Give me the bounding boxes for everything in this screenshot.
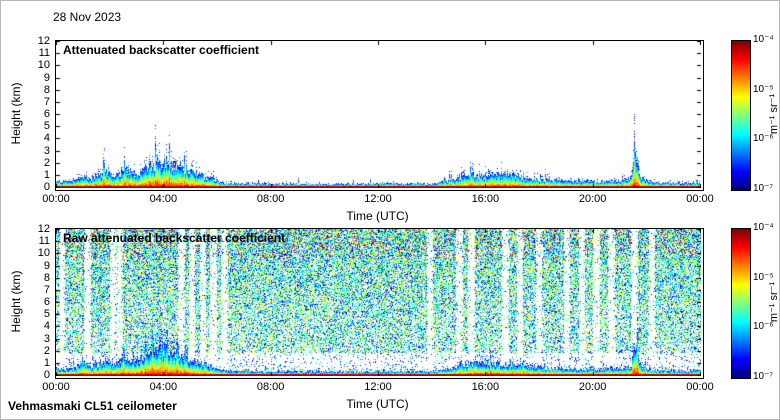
y-tick-label: 1 [43, 356, 50, 369]
colorbar-tick-label: 10⁻⁵ [753, 83, 774, 95]
colorbar: 10⁻⁴ 10⁻⁵ 10⁻⁶ 10⁻⁷ m⁻¹ sr⁻¹ [731, 34, 780, 194]
raw-backscatter-heatmap-canvas [56, 229, 701, 376]
y-tick-label: 5 [43, 308, 50, 321]
x-tick-label: 16:00 [471, 381, 500, 393]
x-tick-label: 00:00 [686, 193, 714, 205]
y-tick-label: 1 [43, 168, 50, 181]
y-tick-label: 2 [43, 156, 50, 169]
colorbar-tick-label: 10⁻⁴ [753, 222, 774, 233]
y-tick-label: 9 [43, 259, 50, 272]
colorbar-unit-label: m⁻¹ sr⁻¹ [768, 93, 780, 135]
backscatter-heatmap-canvas [56, 41, 701, 188]
colorbar-tick-label: 10⁻⁷ [753, 371, 774, 382]
y-tick-label: 10 [37, 247, 50, 260]
attenuated-backscatter-panel: Height (km) 0 1 2 3 4 5 6 7 8 9 10 11 12 Attenuated … [0, 34, 780, 230]
colorbar-tick-label: 10⁻⁷ [753, 183, 774, 194]
date-label: 28 Nov 2023 [53, 10, 122, 24]
x-axis-label: Time (UTC) [346, 209, 409, 223]
x-tick-label: 20:00 [578, 193, 607, 205]
colorbar-tick-label: 10⁻⁴ [753, 34, 774, 45]
y-tick-label: 10 [37, 59, 50, 72]
x-tick-label: 12:00 [364, 193, 392, 205]
y-tick-label: 0 [43, 181, 50, 193]
colorbar-gradient [731, 40, 751, 191]
y-tick-label: 3 [43, 332, 50, 345]
instrument-label: Vehmasmaki CL51 ceilometer [8, 399, 177, 413]
y-tick-label: 8 [43, 83, 50, 96]
y-tick-label: 3 [43, 144, 50, 157]
x-tick-label: 04:00 [149, 381, 178, 393]
x-tick-label: 20:00 [578, 381, 607, 393]
colorbar: 10⁻⁴ 10⁻⁵ 10⁻⁶ 10⁻⁷ m⁻¹ sr⁻¹ [731, 222, 780, 382]
y-tick-label: 6 [43, 296, 50, 308]
x-tick-label: 00:00 [42, 193, 70, 205]
y-tick-label: 9 [43, 71, 50, 84]
x-axis-label: Time (UTC) [346, 397, 409, 411]
y-tick-label: 6 [43, 108, 50, 120]
y-tick-label: 7 [43, 95, 50, 108]
y-tick-label: 11 [38, 47, 50, 60]
x-tick-label: 08:00 [256, 193, 285, 205]
y-tick-label: 11 [38, 235, 50, 248]
x-tick-label: 04:00 [149, 193, 178, 205]
y-tick-label: 12 [37, 35, 50, 47]
plot-area: Attenuated backscatter coefficient [55, 40, 704, 191]
y-tick-label: 4 [43, 320, 50, 333]
y-tick-label: 8 [43, 271, 50, 284]
x-tick-label: 00:00 [42, 381, 70, 393]
colorbar-tick-label: 10⁻⁶ [753, 321, 774, 333]
plot-title: Raw attenuated backscatter coefficient [63, 231, 286, 245]
colorbar-tick-label: 10⁻⁵ [753, 271, 774, 283]
y-tick-label: 4 [43, 132, 50, 145]
colorbar-gradient [731, 228, 751, 379]
x-tick-label: 00:00 [686, 381, 714, 393]
x-tick-label: 08:00 [256, 381, 285, 393]
y-tick-label: 12 [37, 223, 50, 235]
colorbar-tick-label: 10⁻⁶ [753, 133, 774, 145]
y-tick-label: 2 [43, 344, 50, 357]
colorbar-unit-label: m⁻¹ sr⁻¹ [768, 281, 780, 323]
x-tick-label: 12:00 [364, 381, 392, 393]
plot-title: Attenuated backscatter coefficient [63, 43, 260, 57]
y-tick-label: 5 [43, 120, 50, 133]
plot-area: Raw attenuated backscatter coefficient [55, 228, 704, 379]
y-tick-label: 0 [43, 369, 50, 381]
y-tick-label: 7 [43, 283, 50, 296]
x-tick-label: 16:00 [471, 193, 500, 205]
raw-attenuated-backscatter-panel: Height (km) 0 1 2 3 4 5 6 7 8 9 10 11 12 Raw attenua… [0, 222, 780, 418]
